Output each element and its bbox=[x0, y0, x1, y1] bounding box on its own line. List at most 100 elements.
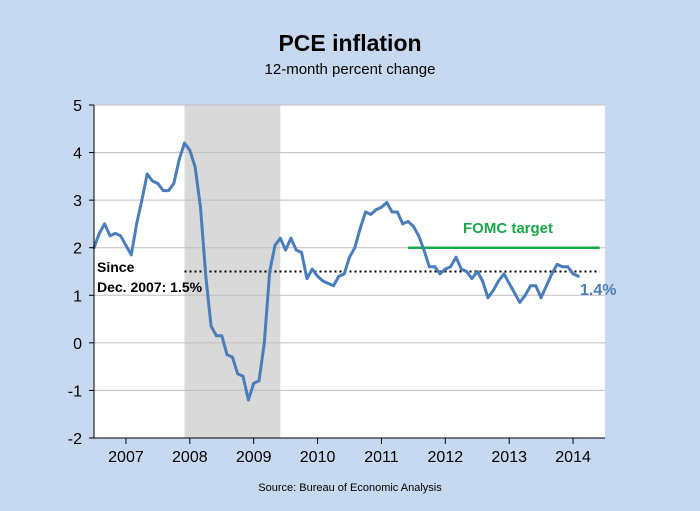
data-point bbox=[449, 265, 452, 269]
data-point bbox=[108, 234, 112, 238]
data-point bbox=[507, 282, 511, 285]
data-point bbox=[199, 205, 202, 209]
data-point bbox=[529, 284, 532, 288]
data-point bbox=[550, 272, 554, 276]
chart-title: PCE inflation bbox=[278, 30, 422, 56]
y-tick-label: -2 bbox=[68, 431, 82, 448]
data-point bbox=[273, 243, 277, 247]
data-point bbox=[247, 398, 250, 402]
average-label-line1: Since bbox=[97, 259, 135, 275]
data-point bbox=[364, 210, 367, 214]
data-point bbox=[209, 324, 213, 328]
data-point bbox=[577, 274, 580, 278]
y-tick-label: 3 bbox=[73, 193, 82, 210]
data-point bbox=[183, 141, 186, 145]
data-point bbox=[566, 265, 570, 269]
data-point bbox=[103, 222, 106, 226]
data-point bbox=[385, 201, 389, 204]
data-point bbox=[465, 270, 468, 273]
data-point bbox=[129, 253, 133, 257]
data-point bbox=[417, 234, 421, 238]
data-point bbox=[236, 372, 240, 376]
data-point bbox=[262, 341, 266, 345]
data-point bbox=[406, 220, 410, 223]
data-point bbox=[135, 222, 139, 226]
source-note: Source: Bureau of Economic Analysis bbox=[258, 482, 442, 494]
data-point bbox=[443, 267, 447, 271]
y-tick-label: 4 bbox=[73, 146, 82, 163]
data-point bbox=[481, 279, 484, 283]
data-point bbox=[433, 265, 437, 269]
data-point bbox=[454, 255, 458, 259]
x-tick-label: 2013 bbox=[491, 449, 527, 466]
x-tick-label: 2007 bbox=[108, 449, 144, 466]
data-point bbox=[497, 279, 500, 283]
data-point bbox=[241, 374, 245, 378]
data-point bbox=[225, 353, 229, 357]
data-point bbox=[215, 334, 218, 338]
data-point bbox=[539, 296, 543, 300]
data-point bbox=[518, 301, 522, 304]
data-point bbox=[300, 251, 303, 254]
latest-value-label: 1.4% bbox=[580, 282, 616, 299]
data-point bbox=[188, 148, 192, 152]
data-point bbox=[380, 205, 383, 209]
data-point bbox=[151, 179, 155, 183]
data-point bbox=[475, 270, 479, 273]
data-point bbox=[358, 227, 362, 231]
data-point bbox=[353, 246, 357, 250]
data-point bbox=[231, 355, 234, 359]
data-point bbox=[140, 198, 144, 202]
data-point bbox=[289, 236, 293, 240]
data-point bbox=[571, 272, 575, 276]
data-point bbox=[204, 274, 208, 278]
data-point bbox=[342, 272, 346, 276]
data-point bbox=[252, 381, 256, 385]
data-point bbox=[119, 234, 122, 238]
data-point bbox=[172, 182, 176, 185]
data-point bbox=[396, 210, 399, 214]
data-point bbox=[427, 265, 431, 269]
data-point bbox=[177, 158, 181, 162]
data-point bbox=[470, 277, 474, 280]
data-point bbox=[491, 289, 495, 292]
average-label-line2: Dec. 2007: 1.5% bbox=[97, 279, 203, 295]
data-point bbox=[316, 274, 319, 278]
data-point bbox=[369, 213, 373, 216]
data-point bbox=[422, 248, 426, 252]
data-point bbox=[284, 248, 287, 252]
data-point bbox=[305, 277, 309, 280]
data-point bbox=[486, 296, 490, 300]
chart-subtitle: 12-month percent change bbox=[264, 61, 436, 78]
data-point bbox=[321, 279, 325, 283]
data-point bbox=[220, 334, 224, 338]
data-point bbox=[523, 293, 527, 297]
data-point bbox=[513, 291, 516, 295]
data-point bbox=[502, 272, 506, 276]
data-point bbox=[534, 284, 538, 288]
y-tick-label: 5 bbox=[73, 98, 82, 115]
data-point bbox=[113, 232, 117, 235]
target-label: FOMC target bbox=[463, 220, 553, 237]
x-tick-label: 2010 bbox=[300, 449, 336, 466]
data-point bbox=[294, 248, 298, 252]
data-point bbox=[124, 243, 128, 247]
data-point bbox=[161, 189, 165, 193]
data-point bbox=[326, 282, 330, 285]
data-point bbox=[310, 267, 314, 271]
data-point bbox=[278, 236, 282, 240]
data-point bbox=[459, 267, 463, 271]
data-point bbox=[348, 255, 351, 259]
data-point bbox=[156, 182, 160, 185]
data-point bbox=[145, 172, 149, 176]
data-point bbox=[268, 270, 272, 273]
x-tick-label: 2009 bbox=[236, 449, 272, 466]
data-point bbox=[167, 189, 170, 193]
data-point bbox=[561, 265, 564, 269]
data-point bbox=[390, 210, 394, 214]
data-point bbox=[438, 272, 442, 276]
data-point bbox=[257, 379, 261, 383]
y-tick-label: 1 bbox=[73, 288, 82, 305]
data-point bbox=[337, 274, 341, 278]
